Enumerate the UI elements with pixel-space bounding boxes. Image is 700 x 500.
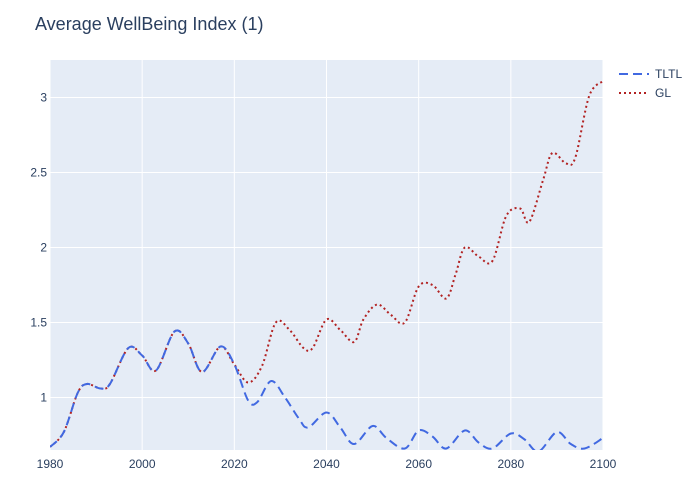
legend-label: TLTL [655,67,682,81]
tick-labels: 1980 2000 2020 2040 2060 2080 2100 1 1.5 2 2.5 3 [30,91,616,472]
x-tick-label: 2060 [405,457,432,471]
y-tick-label: 3 [40,91,47,105]
y-tick-label: 1 [40,391,47,405]
x-tick-label: 2020 [221,457,248,471]
series-lines [50,80,603,450]
x-tick-label: 2080 [497,457,524,471]
series-line-tltl [50,329,603,450]
y-tick-label: 2.5 [30,166,47,180]
grid-lines [49,60,604,450]
legend-item-tltl[interactable]: TLTL [619,67,682,81]
legend-label: GL [655,86,671,100]
y-tick-label: 1.5 [30,316,47,330]
legend[interactable]: TLTL GL [619,67,682,100]
x-tick-label: 2000 [129,457,156,471]
legend-item-gl[interactable]: GL [619,86,671,100]
y-tick-label: 2 [40,241,47,255]
x-tick-label: 2040 [313,457,340,471]
x-tick-label: 2100 [590,457,617,471]
chart-title: Average WellBeing Index (1) [35,14,263,34]
x-tick-label: 1980 [37,457,64,471]
